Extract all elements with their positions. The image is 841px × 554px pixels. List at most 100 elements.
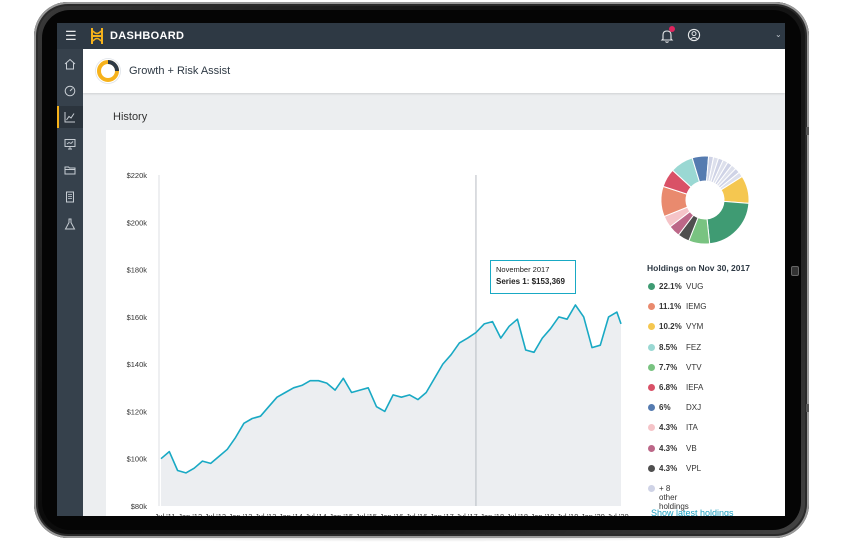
chart-icon <box>64 112 75 123</box>
x-tick-label: Jan '15 <box>329 512 353 516</box>
sidebar-item-dial[interactable] <box>57 80 83 102</box>
legend-percent: 4.3% <box>659 443 678 453</box>
x-tick-label: Jul '13 <box>255 512 276 516</box>
x-tick-label: Jul '16 <box>406 512 427 516</box>
legend-swatch <box>648 283 655 290</box>
sidebar-item-lab[interactable] <box>57 213 83 235</box>
holdings-donut-chart <box>660 155 750 245</box>
legend-percent: 7.7% <box>659 362 678 372</box>
x-tick-label: Jan '16 <box>380 512 404 516</box>
tooltip-date: November 2017 <box>496 265 550 274</box>
legend-swatch <box>648 343 655 351</box>
legend-swatch <box>648 444 655 452</box>
legend-name: IEFA <box>686 382 704 392</box>
legend-name: VYM <box>686 322 704 332</box>
series-line[interactable] <box>160 304 622 474</box>
legend-name: DXJ <box>686 403 702 413</box>
legend-swatch <box>648 363 655 371</box>
legend-name: VUG <box>686 282 704 291</box>
x-tick-label: Jul '18 <box>507 512 528 516</box>
legend-swatch <box>648 424 655 432</box>
donut-slice-vug[interactable] <box>706 200 750 245</box>
legend-name: ITA <box>686 423 698 433</box>
tablet-edge-button <box>806 127 809 135</box>
holdings-title: Holdings on Nov 30, 2017 <box>647 263 750 273</box>
donut-slice-other[interactable] <box>719 171 743 191</box>
legend-swatch <box>648 303 655 311</box>
notification-badge <box>669 26 675 32</box>
series-area <box>161 305 621 506</box>
y-tick-label: $180k <box>127 266 148 275</box>
sidebar-item-presentation[interactable] <box>57 133 83 155</box>
legend-name: VPL <box>686 463 702 473</box>
y-tick-label: $120k <box>127 407 148 416</box>
legend-swatch <box>648 383 655 391</box>
home-icon <box>64 58 76 70</box>
x-tick-label: Jul '19 <box>557 512 578 516</box>
app-title: DASHBOARD <box>110 30 185 42</box>
y-tick-label: $200k <box>127 218 148 227</box>
x-tick-label: Jan '17 <box>430 512 454 516</box>
legend-percent: 4.3% <box>659 463 678 473</box>
legend-percent: 6% <box>659 403 671 413</box>
legend-name: + 8 other holdings <box>659 483 689 511</box>
logo-icon <box>91 28 103 44</box>
app-screen: ☰ DASHBOARD ⌄ <box>57 23 785 516</box>
history-chart: $220k $200k $180k $160k $140k $120k $100k $80k J… <box>127 171 629 516</box>
tablet-side-button <box>791 266 799 276</box>
x-tick-label: Jan '18 <box>480 512 504 516</box>
x-tick-label: Jan '20 <box>581 512 605 516</box>
x-tick-label: Jul '12 <box>205 512 226 516</box>
x-tick-label: Jan '14 <box>279 512 303 516</box>
legend-name: VB <box>686 443 697 453</box>
tooltip-value: Series 1: $153,369 <box>496 277 565 286</box>
y-tick-label: $140k <box>127 360 148 369</box>
tablet-edge-button <box>806 404 809 412</box>
menu-icon[interactable]: ☰ <box>65 28 77 43</box>
folder-icon <box>64 166 76 175</box>
legend-swatch <box>648 484 655 492</box>
legend-percent: 11.1% <box>659 302 682 312</box>
flask-icon <box>64 218 76 230</box>
history-card: $220k $200k $180k $160k $140k $120k $100k $80k J… <box>106 130 785 516</box>
page-header: Growth + Risk Assist <box>83 49 785 93</box>
sidebar-item-documents[interactable] <box>57 186 83 208</box>
legend-percent: 10.2% <box>659 322 682 332</box>
legend-name: FEZ <box>686 342 702 352</box>
y-tick-label: $100k <box>127 455 148 464</box>
page-title: Growth + Risk Assist <box>129 65 231 77</box>
y-tick-label: $80k <box>131 502 148 511</box>
bell-icon[interactable] <box>660 28 674 44</box>
x-tick-label: Jul '20 <box>607 512 628 516</box>
dial-icon <box>64 85 76 97</box>
legend-percent: 8.5% <box>659 342 678 352</box>
x-tick-label: Jul '11 <box>155 512 176 516</box>
x-tick-label: Jan '13 <box>229 512 253 516</box>
sidebar-item-home[interactable] <box>57 53 83 75</box>
legend-swatch <box>648 404 655 412</box>
x-tick-label: Jan '19 <box>531 512 555 516</box>
top-bar: ☰ DASHBOARD ⌄ <box>57 23 785 49</box>
sidebar-item-folder[interactable] <box>57 159 83 181</box>
section-title: History <box>113 111 148 123</box>
growth-risk-icon <box>95 58 121 84</box>
chevron-down-icon[interactable]: ⌄ <box>775 30 782 39</box>
x-tick-label: Jul '14 <box>305 512 326 516</box>
document-icon <box>66 191 74 203</box>
legend-percent: 6.8% <box>659 382 678 392</box>
x-tick-label: Jul '17 <box>456 512 477 516</box>
show-latest-holdings-link[interactable]: Show latest holdings <box>651 508 734 516</box>
y-tick-label: $160k <box>127 313 148 322</box>
x-tick-label: Jan '12 <box>178 512 202 516</box>
user-icon[interactable] <box>687 28 701 42</box>
legend-swatch <box>648 464 655 472</box>
chart-tooltip: November 2017 Series 1: $153,369 <box>490 260 576 294</box>
presentation-icon <box>64 139 76 150</box>
sidebar-item-chart[interactable] <box>57 106 83 128</box>
y-tick-label: $220k <box>127 171 148 180</box>
legend-name: VTV <box>686 362 702 372</box>
legend-swatch <box>648 323 655 331</box>
legend-percent: 22.1% <box>659 282 682 291</box>
legend-name: IEMG <box>686 302 707 312</box>
legend-percent: 4.3% <box>659 423 678 433</box>
